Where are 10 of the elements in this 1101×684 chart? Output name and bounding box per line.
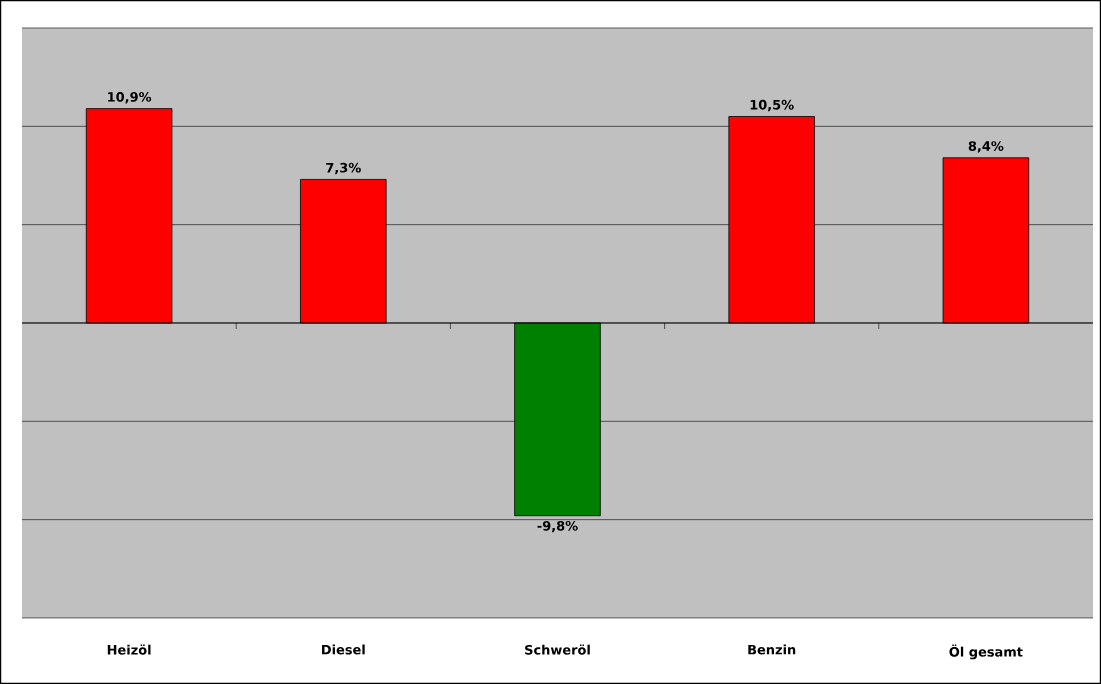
data-label: 10,5% xyxy=(750,99,794,112)
data-label: -9,8% xyxy=(537,520,578,533)
x-tick-label: Diesel xyxy=(322,644,365,655)
x-tick-label: Öl gesamt xyxy=(949,644,1023,660)
x-tick-label: Heizöl xyxy=(107,644,151,655)
x-tick-label: Schweröl xyxy=(525,644,590,655)
x-tick-label: Benzin xyxy=(748,644,796,655)
data-label: 8,4% xyxy=(968,141,1004,153)
data-label: 10,9% xyxy=(108,91,152,104)
data-label: 7,3% xyxy=(326,162,361,175)
